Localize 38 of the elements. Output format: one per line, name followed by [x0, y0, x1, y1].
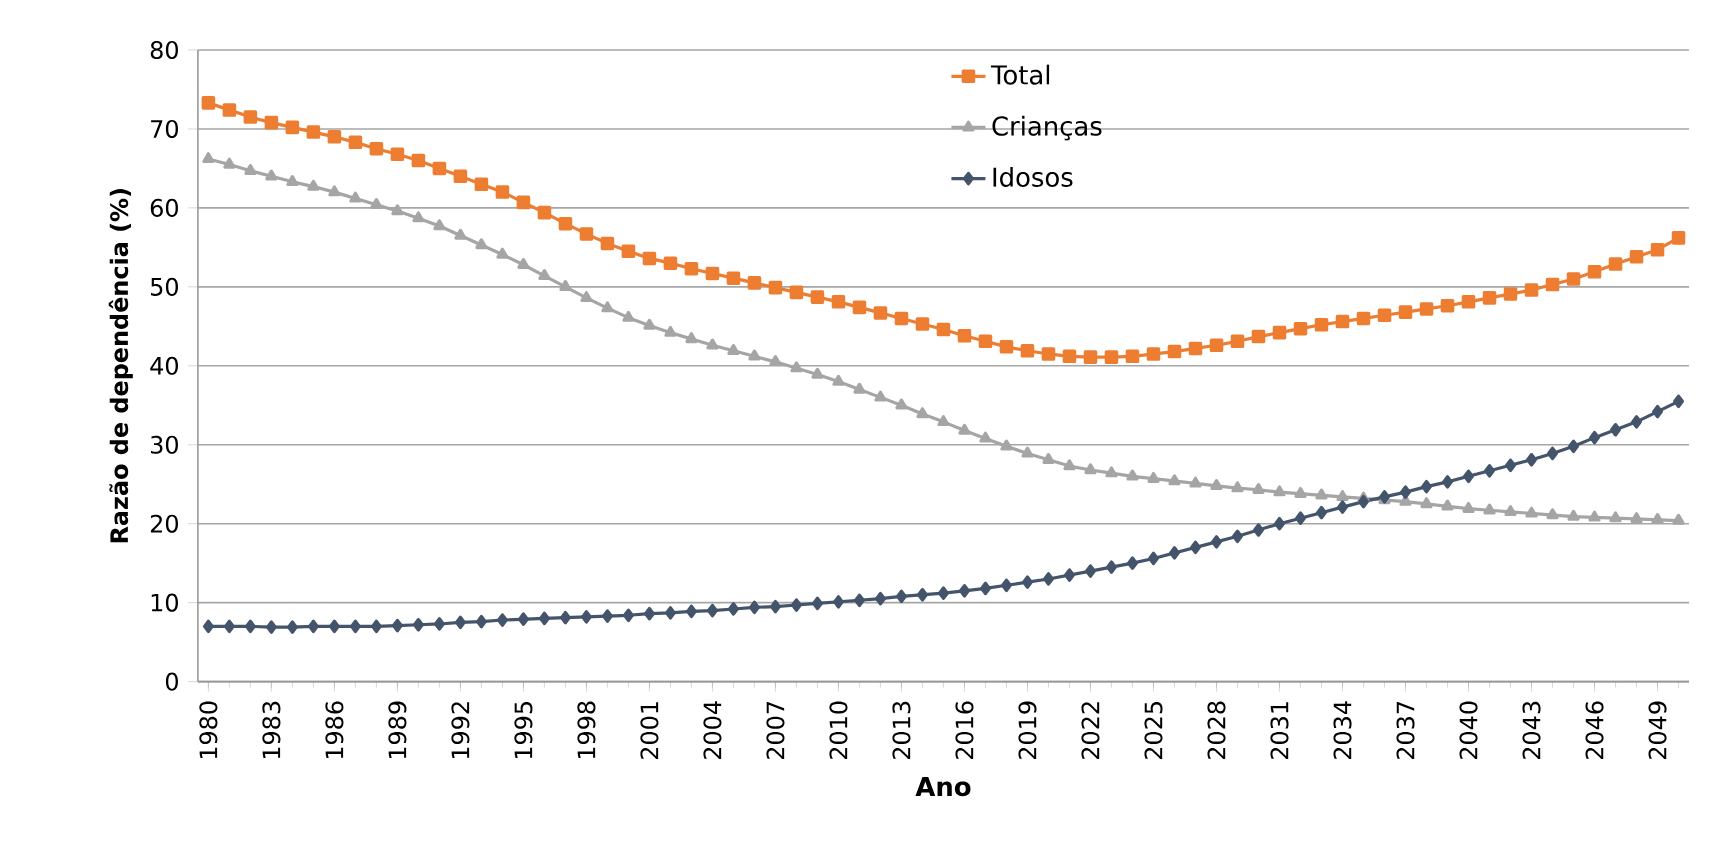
x-tick-label: 2046	[1585, 701, 1604, 760]
y-tick-label: 10	[151, 593, 178, 612]
y-tick-label: 70	[151, 120, 178, 139]
x-tick-label: 1992	[451, 702, 470, 759]
x-tick-label: 2031	[1270, 702, 1289, 760]
x-tick-label: 2049	[1648, 701, 1667, 760]
x-tick-label: 2016	[955, 701, 974, 760]
x-axis-title: Ano	[915, 777, 971, 797]
x-tick-label: 2034	[1333, 701, 1352, 760]
y-tick-label: 0	[165, 672, 178, 691]
y-tick-label: 20	[150, 514, 178, 533]
x-tick-label: 2025	[1144, 702, 1163, 760]
legend-label: Idosos	[993, 167, 1073, 188]
x-tick-label: 1983	[262, 702, 281, 759]
x-tick-label: 2037	[1396, 702, 1415, 760]
x-tick-label: 2010	[829, 701, 848, 760]
y-tick-label: 80	[150, 41, 178, 60]
y-tick-label: 30	[150, 435, 178, 455]
x-tick-label: 2004	[703, 701, 722, 760]
y-axis-title: Razão de dependência (%)	[108, 189, 133, 543]
y-tick-label: 50	[151, 278, 178, 297]
legend-label: Crianças	[992, 116, 1102, 141]
x-tick-label: 1995	[514, 702, 533, 759]
x-tick-label: 2019	[1018, 701, 1037, 760]
x-tick-label: 2043	[1522, 702, 1541, 760]
x-tick-label: 2007	[766, 702, 785, 760]
x-tick-label: 2013	[892, 702, 911, 760]
x-tick-label: 1998	[577, 701, 596, 759]
x-tick-label: 2028	[1207, 701, 1226, 760]
y-tick-label: 60	[150, 199, 178, 218]
x-tick-label: 1989	[388, 701, 407, 759]
legend-label: Total	[990, 64, 1050, 85]
x-tick-label: 2022	[1081, 702, 1100, 760]
x-tick-label: 1986	[325, 701, 344, 759]
x-tick-label: 2040	[1459, 701, 1478, 760]
x-tick-label: 2001	[640, 702, 659, 760]
x-tick-label: 1980	[199, 701, 218, 759]
y-tick-label: 40	[150, 357, 178, 376]
